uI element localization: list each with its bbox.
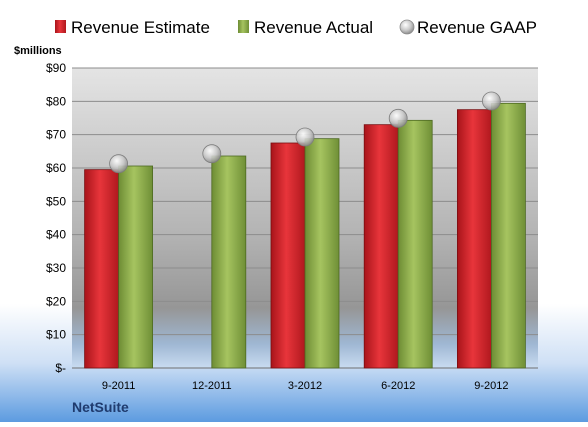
x-tick-label: 9-2011 bbox=[102, 380, 135, 392]
legend-label: Revenue Actual bbox=[254, 18, 373, 37]
bar-revenue-actual bbox=[397, 119, 433, 369]
bar-revenue-actual bbox=[118, 165, 153, 369]
marker-revenue-gaap bbox=[481, 91, 501, 111]
y-tick-label: $70 bbox=[46, 128, 66, 142]
y-axis-tick-labels: $- $10 $20 $30 $40 $50 $60 $70 $80 $90 bbox=[46, 61, 66, 375]
bar-revenue-actual bbox=[211, 155, 247, 369]
marker-revenue-gaap bbox=[202, 144, 222, 164]
legend-label: Revenue GAAP bbox=[417, 18, 537, 37]
bar-revenue-actual bbox=[304, 138, 340, 369]
bar-revenue-estimate bbox=[270, 142, 306, 369]
y-axis-label: $millions bbox=[14, 45, 62, 57]
y-tick-label: $60 bbox=[46, 161, 66, 175]
y-tick-label: $80 bbox=[46, 94, 66, 108]
legend-swatch bbox=[399, 19, 415, 35]
legend-swatch bbox=[55, 20, 66, 33]
bar-revenue-estimate bbox=[84, 169, 119, 369]
brand-label: NetSuite bbox=[72, 399, 129, 415]
y-tick-label: $- bbox=[55, 361, 66, 375]
legend: Revenue Estimate Revenue Actual Revenue GA… bbox=[55, 18, 537, 37]
legend-label: Revenue Estimate bbox=[71, 18, 210, 37]
legend-swatch bbox=[238, 20, 249, 33]
y-tick-label: $90 bbox=[46, 61, 66, 75]
marker-revenue-gaap bbox=[388, 108, 408, 128]
marker-revenue-gaap bbox=[109, 154, 128, 174]
bar-revenue-actual bbox=[490, 102, 526, 369]
gaap-markers bbox=[109, 91, 501, 174]
marker-revenue-gaap bbox=[295, 127, 315, 147]
y-tick-label: $40 bbox=[46, 228, 66, 242]
y-tick-label: $20 bbox=[46, 294, 66, 308]
x-tick-label: 3-2012 bbox=[288, 380, 322, 392]
y-tick-label: $50 bbox=[46, 194, 66, 208]
x-axis-tick-labels: 9-2011 12-2011 3-2012 6-2012 9-2012 bbox=[102, 380, 509, 392]
bar-revenue-estimate bbox=[456, 109, 492, 369]
x-tick-label: 12-2011 bbox=[192, 380, 232, 392]
x-tick-label: 9-2012 bbox=[474, 380, 508, 392]
y-tick-label: $10 bbox=[46, 328, 66, 342]
bar-revenue-estimate bbox=[363, 124, 399, 369]
x-tick-label: 6-2012 bbox=[381, 380, 415, 392]
bars bbox=[84, 102, 526, 369]
y-tick-label: $30 bbox=[46, 261, 66, 275]
